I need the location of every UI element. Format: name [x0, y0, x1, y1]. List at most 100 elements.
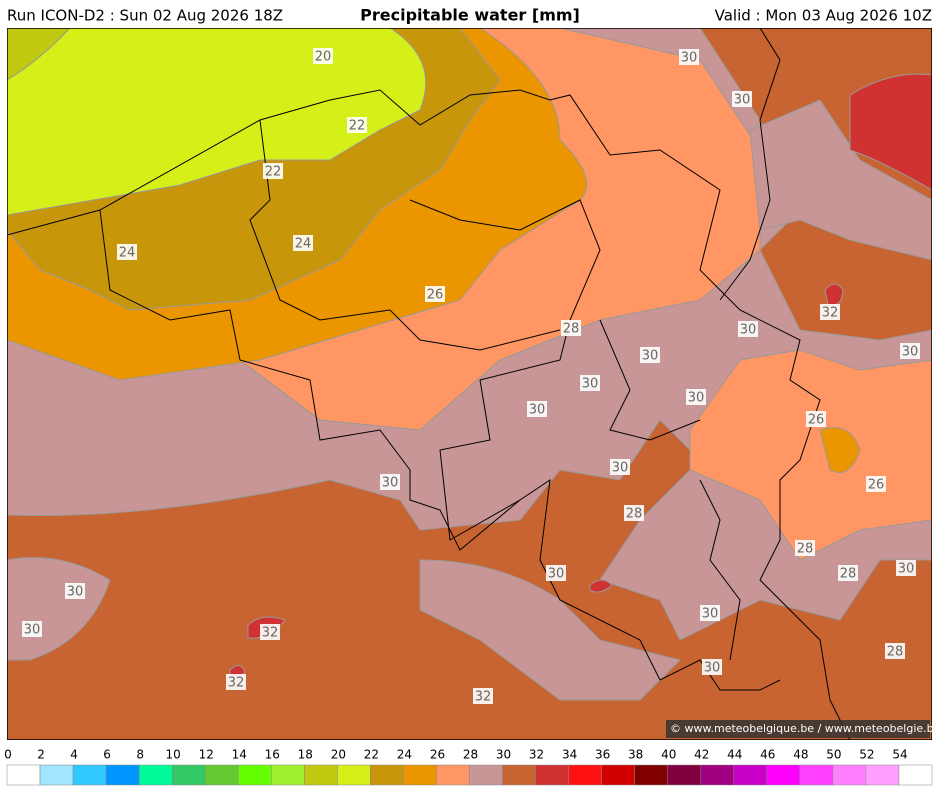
colorbar-tick: 36	[595, 748, 610, 762]
region-32	[589, 579, 613, 593]
contour-label: 28	[840, 567, 857, 582]
contour-label-box	[546, 565, 566, 581]
colorbar-swatch	[700, 764, 735, 786]
contour-label: 24	[295, 237, 312, 252]
colorbar-tick: 26	[430, 748, 445, 762]
colorbar-swatch	[535, 764, 569, 786]
contour-label: 30	[529, 403, 546, 418]
contour-label-box	[738, 321, 758, 337]
colorbar-swatch	[105, 764, 140, 786]
contour-label: 30	[642, 349, 659, 364]
colorbar-tick: 22	[364, 748, 379, 762]
contour-label-box	[263, 163, 283, 179]
colorbar-swatch	[337, 764, 371, 786]
contour-label: 32	[475, 690, 492, 705]
colorbar-swatch	[403, 764, 437, 786]
contour-label: 30	[548, 567, 565, 582]
colorbar-tick: 10	[166, 748, 181, 762]
contour-label-box	[820, 304, 840, 320]
contour-label-box	[679, 49, 699, 65]
colorbar-tick: 24	[397, 748, 412, 762]
colorbar-tick: 48	[793, 748, 808, 762]
contour-label: 30	[702, 607, 719, 622]
contour-label-box	[425, 286, 445, 302]
contour-label-box	[473, 688, 493, 704]
contour-label: 30	[704, 661, 721, 676]
colorbar-tick: 6	[103, 748, 111, 762]
contour-label: 30	[902, 345, 919, 360]
contour-label-box	[65, 583, 85, 599]
colorbar-tick: 54	[892, 748, 907, 762]
region-20	[7, 28, 427, 216]
contour-label-box	[640, 347, 660, 363]
contour-label: 30	[734, 93, 751, 108]
colorbar-tick: 50	[826, 748, 841, 762]
contour-label-box	[380, 474, 400, 490]
colorbar-swatch	[601, 764, 635, 786]
copyright: © www.meteobelgique.be / www.meteobelgie…	[670, 722, 940, 735]
colorbar-tick: 12	[199, 748, 214, 762]
region-32	[849, 73, 932, 191]
contour-label: 30	[612, 461, 629, 476]
colorbar-swatch	[667, 764, 702, 786]
region-26-east	[689, 349, 932, 561]
colorbar-tick: 14	[232, 748, 247, 762]
contour-label: 30	[898, 562, 915, 577]
map	[7, 28, 932, 740]
contour-label: 30	[740, 323, 757, 338]
contour-label-box	[226, 674, 246, 690]
contour-label: 30	[688, 391, 705, 406]
contour-label-box	[702, 659, 722, 675]
contour-label: 22	[349, 119, 366, 134]
colorbar-swatch	[634, 764, 668, 786]
map-title: Precipitable water [mm]	[360, 6, 580, 25]
contour-label-box	[610, 459, 630, 475]
contour-label: 32	[262, 626, 279, 641]
copyright-box	[666, 720, 930, 738]
region-border	[439, 379, 521, 541]
contour-label: 28	[887, 645, 904, 660]
colorbar-swatch	[469, 764, 503, 786]
contour-label: 24	[119, 246, 136, 261]
colorbar-tick: 52	[859, 748, 874, 762]
contour-label: 30	[67, 585, 84, 600]
colorbar-tick: 18	[298, 748, 313, 762]
contour-label-box	[838, 565, 858, 581]
colorbar-tick: 0	[4, 748, 12, 762]
contour-label-box	[806, 411, 826, 427]
region-border	[249, 119, 561, 351]
colorbar-tick: 38	[628, 748, 643, 762]
region-border	[409, 199, 601, 381]
colorbar-swatch	[733, 764, 768, 786]
colorbar-tick: 42	[694, 748, 709, 762]
contour-label-box	[260, 624, 280, 640]
contour-label-box	[22, 621, 42, 637]
contour-label-box	[732, 91, 752, 107]
colorbar-tick: 28	[463, 748, 478, 762]
colorbar-tick: 40	[661, 748, 676, 762]
contour-label: 30	[382, 476, 399, 491]
colorbar-swatch	[898, 764, 933, 786]
contour-label: 32	[822, 306, 839, 321]
colorbar-tick: 32	[529, 748, 544, 762]
contour-label-box	[866, 476, 886, 492]
colorbar-swatch	[6, 764, 41, 786]
colorbar-swatch	[832, 764, 867, 786]
contour-label-box	[624, 505, 644, 521]
contour-label: 20	[315, 50, 332, 65]
region-24-east	[819, 427, 861, 473]
colorbar-tick: 44	[727, 748, 742, 762]
colorbar-tick: 34	[562, 748, 577, 762]
colorbar-swatch	[39, 764, 74, 786]
colorbar-swatch	[171, 764, 206, 786]
contour-label-box	[900, 343, 920, 359]
contour-label-box	[795, 540, 815, 556]
colorbar-swatch	[304, 764, 338, 786]
contour-label: 28	[797, 542, 814, 557]
colorbar-swatch	[436, 764, 470, 786]
country-border	[7, 89, 851, 740]
colorbar-tick: 8	[136, 748, 144, 762]
contour-label-box	[117, 244, 137, 260]
